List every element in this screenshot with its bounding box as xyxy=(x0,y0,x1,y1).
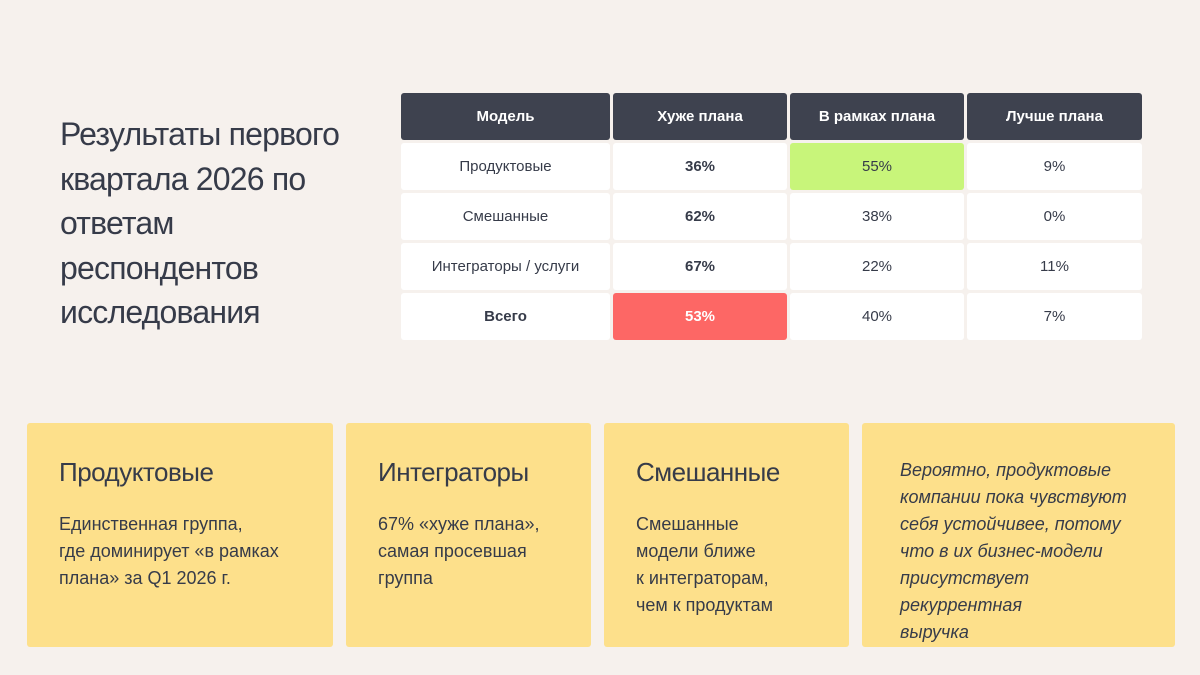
card-integrators: Интеграторы 67% «хуже плана», самая прос… xyxy=(346,423,591,647)
card-heading: Продуктовые xyxy=(59,457,214,487)
table-row-total: Всего 53% 40% 7% xyxy=(401,293,1142,340)
row-label-total: Всего xyxy=(401,293,610,340)
header-worse: Хуже плана xyxy=(613,93,787,140)
table-header-row: Модель Хуже плана В рамках плана Лучше п… xyxy=(401,93,1142,140)
cell-worse-highlight: 53% xyxy=(613,293,787,340)
cell-better: 11% xyxy=(967,243,1142,290)
card-mixed: Смешанные Смешанные модели ближе к интег… xyxy=(604,423,849,647)
card-heading: Интеграторы xyxy=(378,457,529,487)
cell-better: 0% xyxy=(967,193,1142,240)
table-row: Смешанные 62% 38% 0% xyxy=(401,193,1142,240)
card-text: Единственная группа, где доминирует «в р… xyxy=(59,514,279,588)
cell-worse: 67% xyxy=(613,243,787,290)
header-within: В рамках плана xyxy=(790,93,964,140)
page-title: Результаты первого квартала 2026 по отве… xyxy=(60,116,340,330)
cell-within: 40% xyxy=(790,293,964,340)
cell-within-highlight: 55% xyxy=(790,143,964,190)
header-better: Лучше плана xyxy=(967,93,1142,140)
card-heading: Смешанные xyxy=(636,457,780,487)
cell-better: 7% xyxy=(967,293,1142,340)
table-row: Продуктовые 36% 55% 9% xyxy=(401,143,1142,190)
cell-within: 38% xyxy=(790,193,964,240)
cell-worse: 62% xyxy=(613,193,787,240)
card-note: Вероятно, продуктовые компании пока чувс… xyxy=(862,423,1175,647)
row-label: Интеграторы / услуги xyxy=(401,243,610,290)
card-text: 67% «хуже плана», самая просевшая группа xyxy=(378,514,540,588)
card-products: Продуктовые Единственная группа, где дом… xyxy=(27,423,333,647)
card-text: Смешанные модели ближе к интеграторам, ч… xyxy=(636,514,774,615)
row-label: Продуктовые xyxy=(401,143,610,190)
cell-worse: 36% xyxy=(613,143,787,190)
header-model: Модель xyxy=(401,93,610,140)
note-text: Вероятно, продуктовые компании пока чувс… xyxy=(900,460,1127,642)
results-table: Модель Хуже плана В рамках плана Лучше п… xyxy=(401,93,1142,343)
cell-better: 9% xyxy=(967,143,1142,190)
cell-within: 22% xyxy=(790,243,964,290)
table-row: Интеграторы / услуги 67% 22% 11% xyxy=(401,243,1142,290)
row-label: Смешанные xyxy=(401,193,610,240)
